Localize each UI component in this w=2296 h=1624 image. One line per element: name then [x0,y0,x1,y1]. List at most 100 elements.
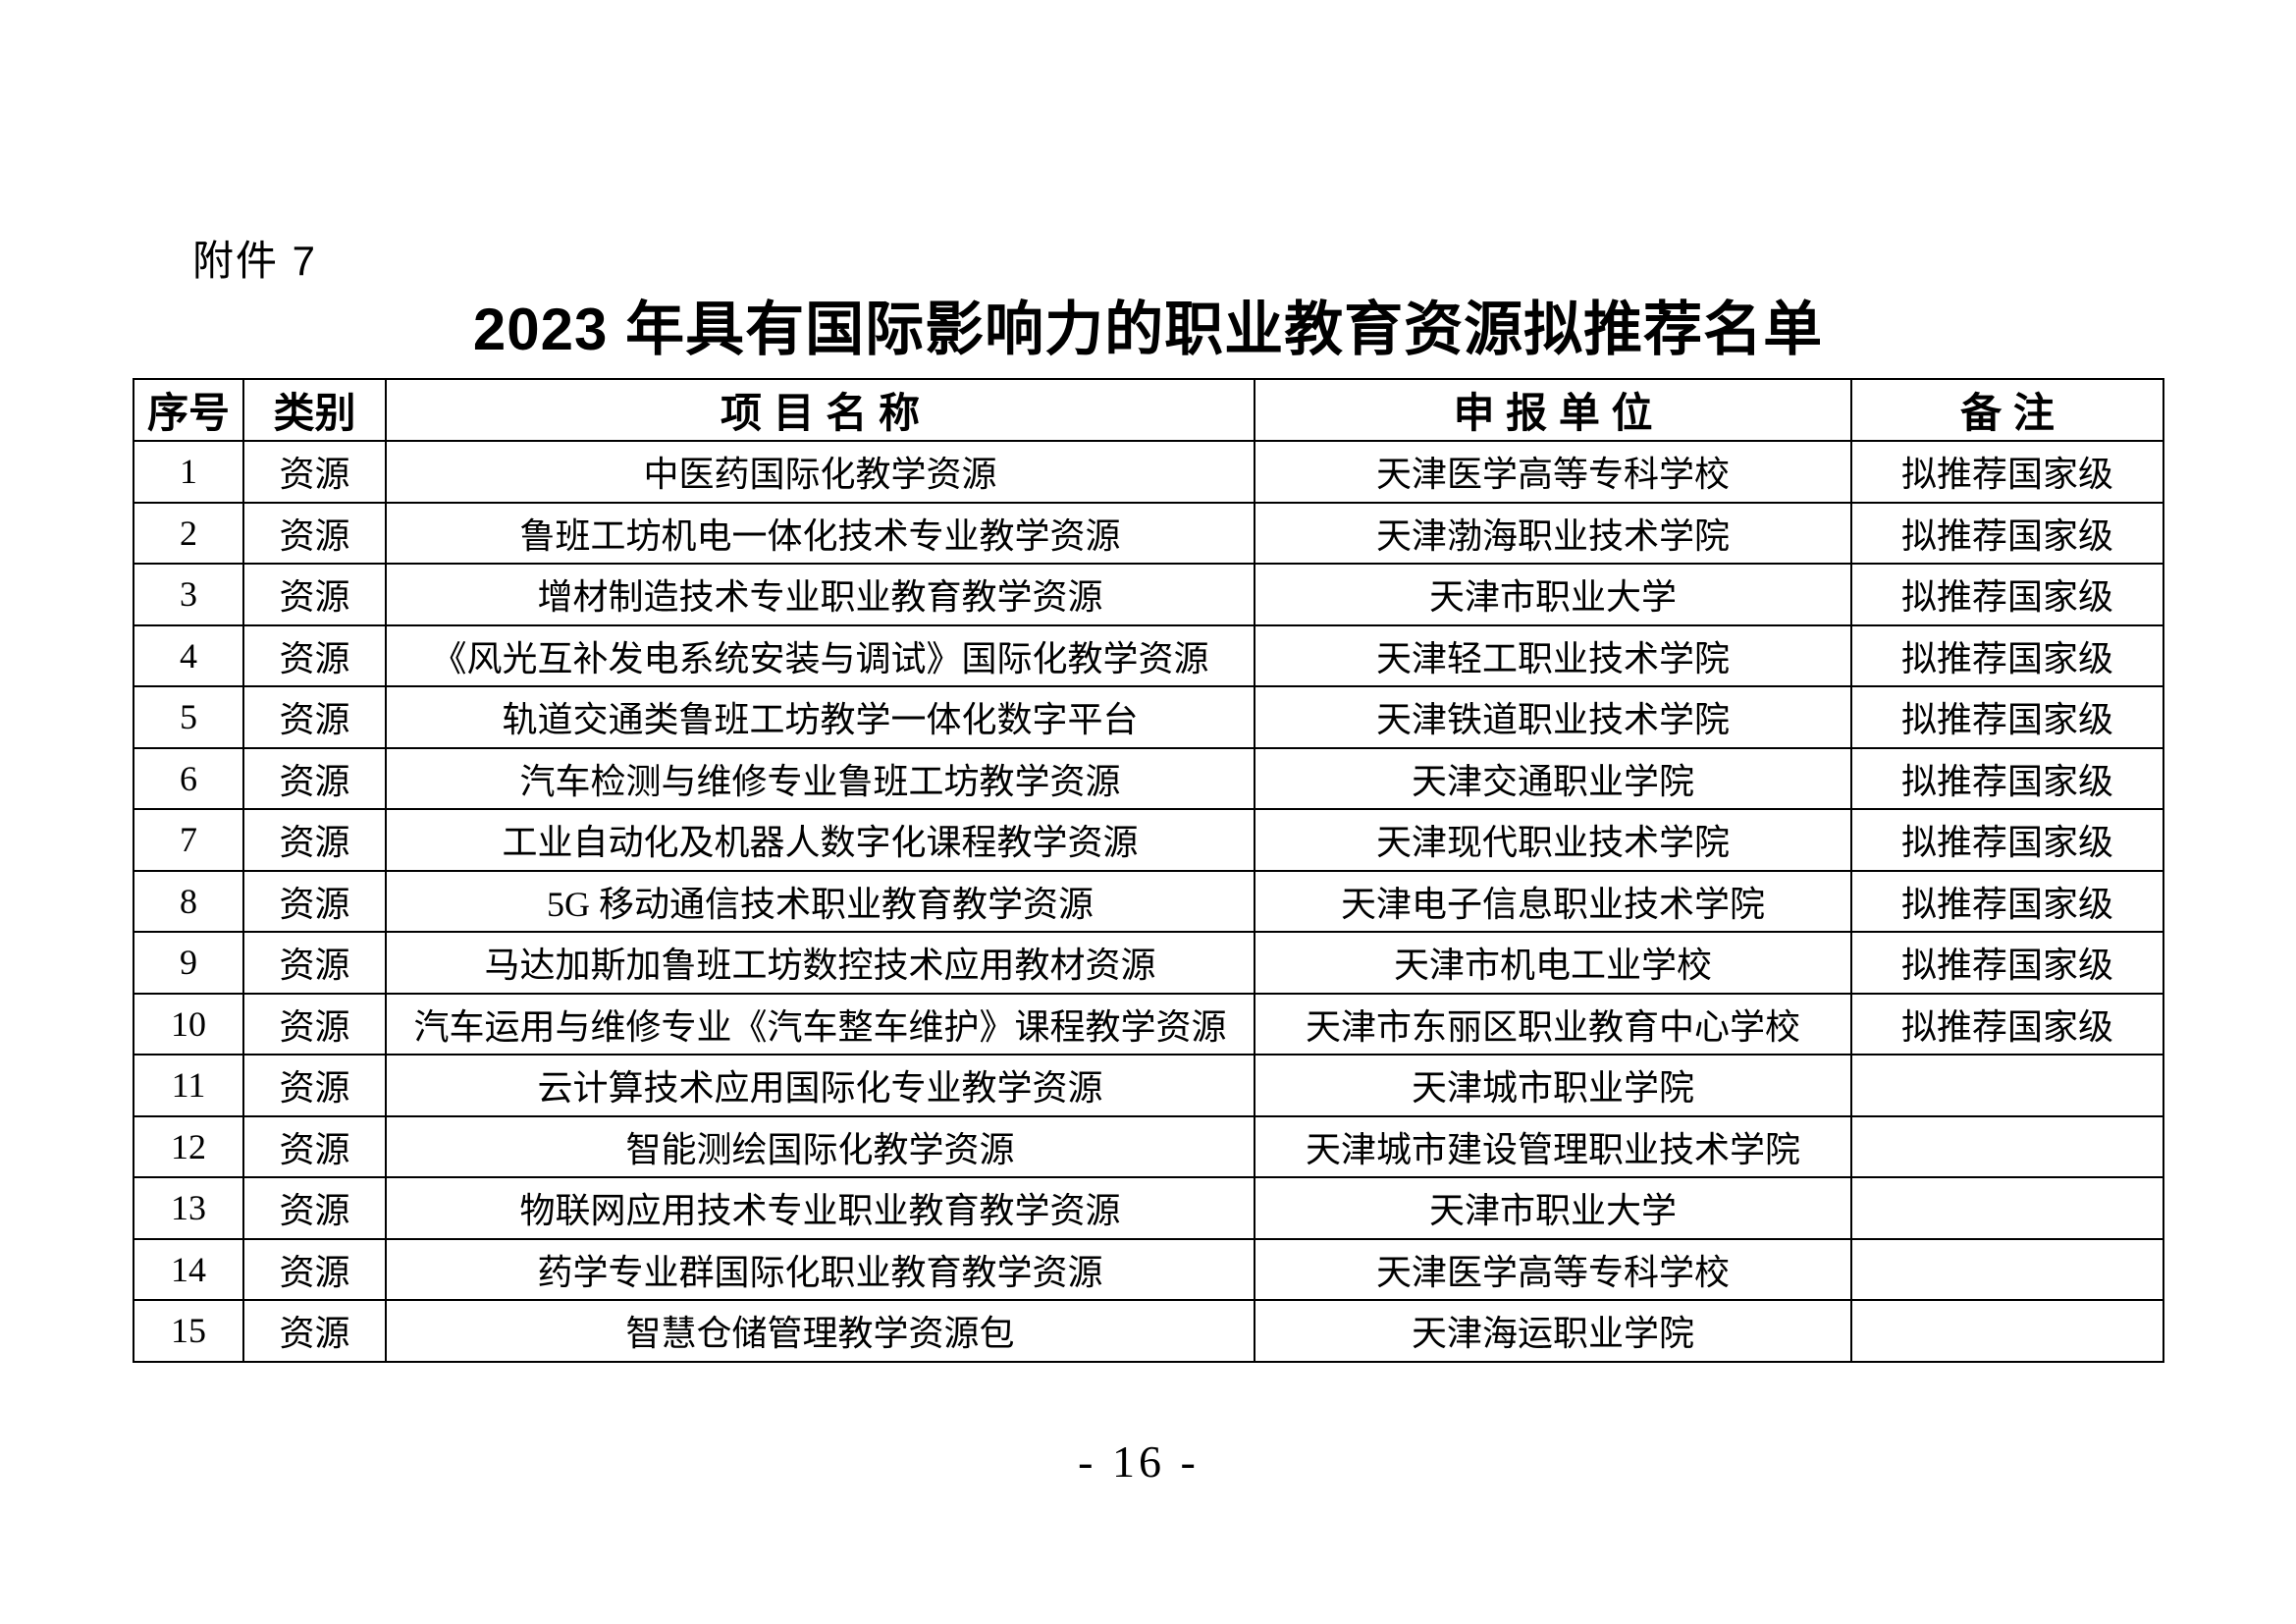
table-row: 3 资源 增材制造技术专业职业教育教学资源 天津市职业大学 拟推荐国家级 [133,563,2164,626]
cell-category: 资源 [242,440,387,504]
cell-remark: 拟推荐国家级 [1850,931,2164,995]
cell-remark [1850,1237,2164,1301]
cell-remark: 拟推荐国家级 [1850,440,2164,504]
recommendation-table: 序号 类别 项 目 名 称 申 报 单 位 备 注 1 资源 中医药国际化教学资… [133,378,2164,1363]
cell-project: 中医药国际化教学资源 [385,440,1255,504]
table-row: 15 资源 智慧仓储管理教学资源包 天津海运职业学院 [133,1299,2164,1363]
cell-no: 14 [133,1237,244,1301]
table-row: 10 资源 汽车运用与维修专业《汽车整车维护》课程教学资源 天津市东丽区职业教育… [133,992,2164,1056]
cell-remark: 拟推荐国家级 [1850,808,2164,872]
cell-project: 云计算技术应用国际化专业教学资源 [385,1054,1255,1117]
cell-no: 10 [133,992,244,1056]
cell-remark [1850,1299,2164,1363]
cell-remark: 拟推荐国家级 [1850,869,2164,933]
cell-category: 资源 [242,869,387,933]
cell-no: 13 [133,1176,244,1240]
cell-remark: 拟推荐国家级 [1850,501,2164,565]
cell-project: 增材制造技术专业职业教育教学资源 [385,563,1255,626]
cell-category: 资源 [242,685,387,749]
cell-remark [1850,1054,2164,1117]
table-row: 13 资源 物联网应用技术专业职业教育教学资源 天津市职业大学 [133,1176,2164,1240]
cell-project: 《风光互补发电系统安装与调试》国际化教学资源 [385,623,1255,687]
table-row: 14 资源 药学专业群国际化职业教育教学资源 天津医学高等专科学校 [133,1237,2164,1301]
cell-category: 资源 [242,623,387,687]
cell-no: 9 [133,931,244,995]
table-row: 4 资源 《风光互补发电系统安装与调试》国际化教学资源 天津轻工职业技术学院 拟… [133,623,2164,687]
cell-project: 鲁班工坊机电一体化技术专业教学资源 [385,501,1255,565]
cell-project: 汽车运用与维修专业《汽车整车维护》课程教学资源 [385,992,1255,1056]
table-row: 12 资源 智能测绘国际化教学资源 天津城市建设管理职业技术学院 [133,1114,2164,1178]
page-title: 2023 年具有国际影响力的职业教育资源拟推荐名单 [472,297,1824,362]
cell-unit: 天津市职业大学 [1254,1176,1852,1240]
page-number: - 16 - [1078,1436,1200,1487]
cell-unit: 天津轻工职业技术学院 [1254,623,1852,687]
cell-unit: 天津铁道职业技术学院 [1254,685,1852,749]
cell-project: 马达加斯加鲁班工坊数控技术应用教材资源 [385,931,1255,995]
cell-category: 资源 [242,1299,387,1363]
cell-no: 3 [133,563,244,626]
cell-unit: 天津海运职业学院 [1254,1299,1852,1363]
cell-category: 资源 [242,992,387,1056]
table-row: 8 资源 5G 移动通信技术职业教育教学资源 天津电子信息职业技术学院 拟推荐国… [133,869,2164,933]
cell-unit: 天津交通职业学院 [1254,746,1852,810]
cell-unit: 天津渤海职业技术学院 [1254,501,1852,565]
cell-unit: 天津市东丽区职业教育中心学校 [1254,992,1852,1056]
cell-project: 智慧仓储管理教学资源包 [385,1299,1255,1363]
cell-unit: 天津现代职业技术学院 [1254,808,1852,872]
cell-project: 物联网应用技术专业职业教育教学资源 [385,1176,1255,1240]
cell-no: 7 [133,808,244,872]
cell-project: 药学专业群国际化职业教育教学资源 [385,1237,1255,1301]
cell-unit: 天津市职业大学 [1254,563,1852,626]
attachment-label: 附件 7 [192,238,318,284]
cell-no: 2 [133,501,244,565]
cell-no: 15 [133,1299,244,1363]
cell-no: 4 [133,623,244,687]
cell-project: 轨道交通类鲁班工坊教学一体化数字平台 [385,685,1255,749]
col-header-project: 项 目 名 称 [385,378,1255,442]
table-row: 1 资源 中医药国际化教学资源 天津医学高等专科学校 拟推荐国家级 [133,440,2164,504]
cell-remark [1850,1114,2164,1178]
cell-no: 12 [133,1114,244,1178]
cell-no: 1 [133,440,244,504]
cell-unit: 天津电子信息职业技术学院 [1254,869,1852,933]
cell-unit: 天津城市职业学院 [1254,1054,1852,1117]
cell-remark: 拟推荐国家级 [1850,685,2164,749]
cell-unit: 天津医学高等专科学校 [1254,440,1852,504]
cell-no: 5 [133,685,244,749]
col-header-unit: 申 报 单 位 [1254,378,1852,442]
cell-project: 5G 移动通信技术职业教育教学资源 [385,869,1255,933]
cell-category: 资源 [242,1054,387,1117]
cell-project: 工业自动化及机器人数字化课程教学资源 [385,808,1255,872]
cell-unit: 天津医学高等专科学校 [1254,1237,1852,1301]
cell-project: 汽车检测与维修专业鲁班工坊教学资源 [385,746,1255,810]
table-row: 5 资源 轨道交通类鲁班工坊教学一体化数字平台 天津铁道职业技术学院 拟推荐国家… [133,685,2164,749]
cell-category: 资源 [242,1237,387,1301]
table-row: 7 资源 工业自动化及机器人数字化课程教学资源 天津现代职业技术学院 拟推荐国家… [133,808,2164,872]
cell-no: 11 [133,1054,244,1117]
cell-remark: 拟推荐国家级 [1850,746,2164,810]
col-header-category: 类别 [242,378,387,442]
cell-unit: 天津城市建设管理职业技术学院 [1254,1114,1852,1178]
table-row: 11 资源 云计算技术应用国际化专业教学资源 天津城市职业学院 [133,1054,2164,1117]
cell-remark: 拟推荐国家级 [1850,623,2164,687]
table-row: 6 资源 汽车检测与维修专业鲁班工坊教学资源 天津交通职业学院 拟推荐国家级 [133,746,2164,810]
cell-no: 6 [133,746,244,810]
cell-no: 8 [133,869,244,933]
col-header-no: 序号 [133,378,244,442]
table-header-row: 序号 类别 项 目 名 称 申 报 单 位 备 注 [133,378,2164,442]
table-row: 2 资源 鲁班工坊机电一体化技术专业教学资源 天津渤海职业技术学院 拟推荐国家级 [133,501,2164,565]
cell-category: 资源 [242,501,387,565]
table-row: 9 资源 马达加斯加鲁班工坊数控技术应用教材资源 天津市机电工业学校 拟推荐国家… [133,931,2164,995]
cell-remark: 拟推荐国家级 [1850,992,2164,1056]
col-header-remark: 备 注 [1850,378,2164,442]
cell-category: 资源 [242,808,387,872]
cell-category: 资源 [242,563,387,626]
cell-category: 资源 [242,1114,387,1178]
cell-unit: 天津市机电工业学校 [1254,931,1852,995]
cell-project: 智能测绘国际化教学资源 [385,1114,1255,1178]
cell-remark: 拟推荐国家级 [1850,563,2164,626]
cell-category: 资源 [242,1176,387,1240]
cell-remark [1850,1176,2164,1240]
cell-category: 资源 [242,931,387,995]
cell-category: 资源 [242,746,387,810]
